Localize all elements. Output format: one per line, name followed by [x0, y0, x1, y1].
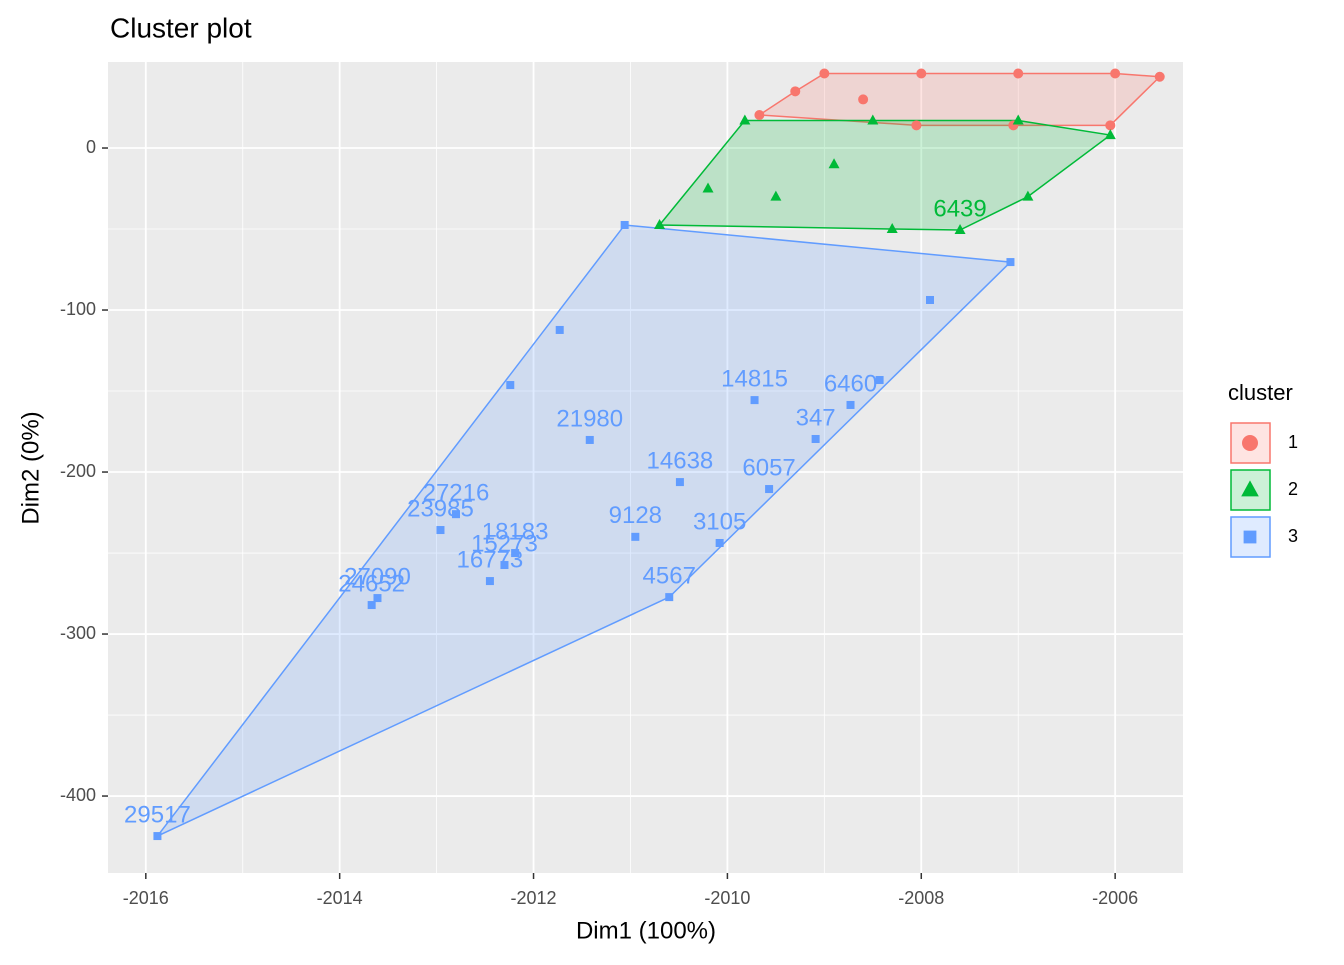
point — [654, 218, 666, 229]
point — [1104, 129, 1116, 140]
point — [754, 109, 765, 120]
point — [911, 120, 922, 131]
point — [585, 435, 594, 444]
x-axis-title: Dim1 (100%) — [576, 917, 716, 944]
point-label: 15273 — [471, 530, 538, 557]
point-label: 27090 — [344, 563, 411, 590]
point — [765, 485, 774, 494]
cluster-hull — [657, 119, 1113, 231]
point — [819, 68, 830, 79]
y-tick-label: 0 — [86, 137, 96, 157]
point — [511, 549, 520, 558]
plot-background — [108, 62, 1183, 873]
y-tick-label: -400 — [60, 785, 96, 805]
x-tick-label: -2006 — [1092, 888, 1138, 908]
legend-title: cluster — [1228, 380, 1293, 405]
point — [954, 223, 966, 234]
point — [886, 223, 898, 234]
point — [1012, 114, 1024, 125]
point — [875, 376, 884, 385]
x-tick-label: -2016 — [123, 888, 169, 908]
point — [675, 478, 684, 487]
point — [367, 601, 376, 610]
legend-symbol — [1243, 530, 1257, 544]
point-label: 27216 — [423, 480, 490, 507]
point — [750, 396, 759, 405]
point — [846, 400, 855, 409]
point — [1006, 258, 1015, 267]
point — [665, 593, 674, 602]
x-tick-label: -2010 — [704, 888, 750, 908]
point — [702, 182, 714, 193]
point — [1110, 68, 1121, 79]
y-tick-label: -100 — [60, 299, 96, 319]
point — [500, 561, 509, 570]
point-label: 14638 — [647, 447, 714, 474]
point — [926, 295, 935, 304]
point — [555, 325, 564, 334]
point — [1154, 71, 1165, 82]
point — [436, 526, 445, 535]
x-tick-label: -2008 — [898, 888, 944, 908]
cluster-hull — [757, 72, 1162, 127]
legend-label: 1 — [1288, 432, 1298, 452]
legend-symbol — [1242, 435, 1258, 451]
point-label: 18183 — [482, 518, 549, 545]
point-label: 347 — [796, 404, 836, 431]
point-label: 6439 — [933, 195, 986, 222]
point-label: 21980 — [556, 405, 623, 432]
point — [373, 594, 382, 603]
point-label: 4567 — [643, 562, 696, 589]
point-label: 14815 — [721, 365, 788, 392]
point — [916, 68, 927, 79]
point — [1013, 68, 1024, 79]
point — [770, 190, 782, 201]
x-tick-label: -2012 — [511, 888, 557, 908]
point-label: 23985 — [407, 495, 474, 522]
point — [739, 114, 751, 125]
point — [485, 577, 494, 586]
grid — [108, 62, 1183, 873]
x-tick-label: -2014 — [317, 888, 363, 908]
point — [631, 532, 640, 541]
y-tick-label: -200 — [60, 461, 96, 481]
point — [811, 434, 820, 443]
point-label: 6057 — [742, 454, 795, 481]
legend-label: 2 — [1288, 479, 1298, 499]
point — [828, 158, 840, 169]
point — [153, 832, 162, 841]
legend-label: 3 — [1288, 526, 1298, 546]
point — [1022, 190, 1034, 201]
y-axis-title: Dim2 (0%) — [17, 411, 44, 524]
point-label: 29517 — [124, 801, 191, 828]
point-label: 3105 — [693, 508, 746, 535]
point — [451, 510, 460, 519]
point-label: 6460 — [824, 370, 877, 397]
point — [858, 94, 869, 105]
point — [506, 381, 515, 390]
point — [620, 220, 629, 229]
point-label: 24652 — [338, 570, 405, 597]
point — [790, 86, 801, 97]
point — [715, 538, 724, 547]
point — [1105, 120, 1116, 131]
legend-symbol — [1241, 480, 1259, 497]
point — [867, 114, 879, 125]
chart-title: Cluster plot — [110, 12, 252, 43]
point-label: 9128 — [609, 502, 662, 529]
y-tick-label: -300 — [60, 623, 96, 643]
